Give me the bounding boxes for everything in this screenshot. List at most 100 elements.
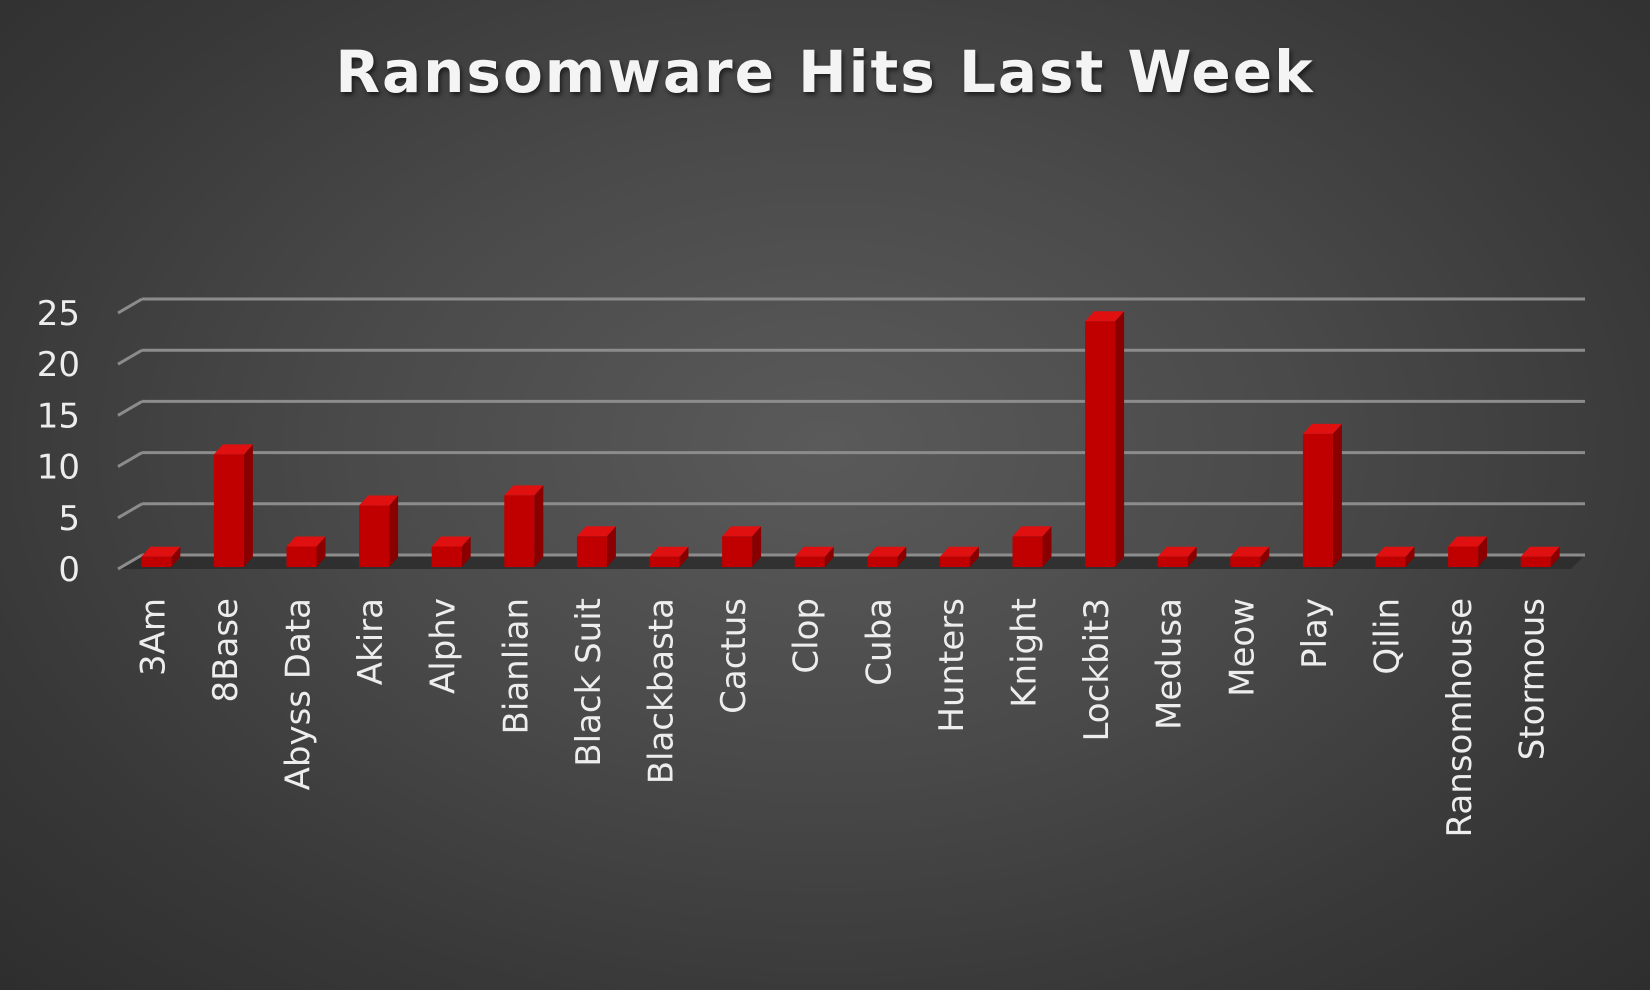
x-tick-label: Meow: [1222, 598, 1262, 697]
bar-top: [1448, 536, 1488, 547]
bar-top: [213, 444, 253, 455]
bar-side: [1478, 536, 1488, 567]
bar-top: [1520, 546, 1560, 557]
x-axis-labels: 3Am 8Base Abyss Data Akira Alphv Bianlian Blac…: [133, 598, 1552, 837]
gridline-diagonal: [117, 553, 143, 571]
bar: [286, 536, 326, 567]
y-tick-label: 20: [37, 345, 80, 385]
bar: [939, 546, 979, 567]
bar-top: [722, 526, 762, 537]
bar: [1012, 526, 1052, 567]
bar-top: [576, 526, 616, 537]
bar-top: [1157, 546, 1197, 557]
bar-front: [141, 556, 172, 567]
x-tick-label: Lockbit3: [1077, 598, 1117, 742]
bar-side: [679, 546, 689, 567]
bar: [1085, 311, 1125, 567]
x-tick-label: Akira: [351, 598, 391, 685]
bar-top: [1375, 546, 1415, 557]
bar-side: [1260, 546, 1270, 567]
x-tick-label: Medusa: [1150, 598, 1190, 730]
x-tick-label: Qilin: [1368, 598, 1408, 675]
chart-floor-plane: [118, 555, 1585, 569]
x-tick-label: Ransomhouse: [1440, 598, 1480, 837]
x-tick-label: Clop: [787, 598, 827, 674]
bar-front: [939, 556, 970, 567]
x-tick-label: Black Suit: [569, 598, 609, 767]
x-tick-label: Cuba: [859, 598, 899, 686]
bar: [1375, 546, 1415, 567]
bar: [431, 536, 471, 567]
bar-side: [1042, 526, 1052, 567]
x-tick-label: Blackbasta: [642, 598, 682, 784]
bar-side: [171, 546, 181, 567]
gridline-diagonal: [117, 451, 143, 468]
bar-side: [389, 495, 399, 567]
bar-front: [431, 546, 462, 567]
bars: [141, 311, 1560, 567]
bar-side: [1187, 546, 1197, 567]
bar-side: [461, 536, 471, 567]
bar-side: [824, 546, 834, 567]
bar-top: [794, 546, 834, 557]
bar-front: [1157, 556, 1188, 567]
x-tick-label: Knight: [1005, 598, 1045, 708]
bar-side: [1550, 546, 1560, 567]
gridline-diagonal: [117, 297, 143, 315]
bar-front: [1520, 556, 1551, 567]
bar: [213, 444, 253, 567]
bar-top: [141, 546, 181, 557]
bar-front: [722, 536, 753, 567]
y-tick-label: 25: [37, 294, 80, 334]
bar-top: [286, 536, 326, 547]
bar-front: [1085, 321, 1116, 567]
bar-front: [1230, 556, 1261, 567]
bar-side: [534, 485, 544, 567]
bar-top: [1085, 311, 1125, 322]
bar: [867, 546, 907, 567]
gridline-diagonal: [117, 348, 143, 366]
bar-front: [794, 556, 825, 567]
y-tick-label: 10: [37, 448, 80, 488]
bar: [1448, 536, 1488, 567]
bar-top: [1230, 546, 1270, 557]
bar: [1302, 423, 1342, 567]
bar-top: [359, 495, 399, 506]
gridline-diagonal: [117, 502, 143, 520]
x-tick-label: 8Base: [206, 598, 246, 702]
bar-side: [243, 444, 253, 567]
bar-front: [1375, 556, 1406, 567]
bar-side: [752, 526, 762, 567]
bar-side: [1115, 311, 1125, 567]
chart-title: Ransomware Hits Last Week: [335, 38, 1315, 106]
bar-front: [1448, 546, 1479, 567]
bar-side: [1405, 546, 1415, 567]
x-tick-label: Cactus: [714, 598, 754, 714]
bar: [794, 546, 834, 567]
x-tick-label: Play: [1295, 598, 1335, 669]
bar-front: [286, 546, 317, 567]
y-tick-label: 0: [58, 550, 80, 590]
bar-top: [649, 546, 689, 557]
bar: [504, 485, 544, 567]
y-tick-label: 15: [37, 396, 80, 436]
bar-top: [504, 485, 544, 496]
bar-front: [576, 536, 607, 567]
bar-front: [504, 495, 535, 567]
gridlines: [117, 297, 1585, 571]
bar-side: [897, 546, 907, 567]
bar: [1520, 546, 1560, 567]
chart-floor: [118, 555, 1585, 569]
bar-side: [1332, 423, 1342, 567]
x-tick-label: Stormous: [1513, 598, 1553, 760]
bar: [722, 526, 762, 567]
bar-top: [1302, 423, 1342, 434]
bar-front: [1012, 536, 1043, 567]
bar-top: [431, 536, 471, 547]
bar-side: [316, 536, 326, 567]
x-tick-label: Abyss Data: [279, 598, 319, 790]
bar: [359, 495, 399, 567]
x-tick-label: 3Am: [133, 598, 173, 676]
